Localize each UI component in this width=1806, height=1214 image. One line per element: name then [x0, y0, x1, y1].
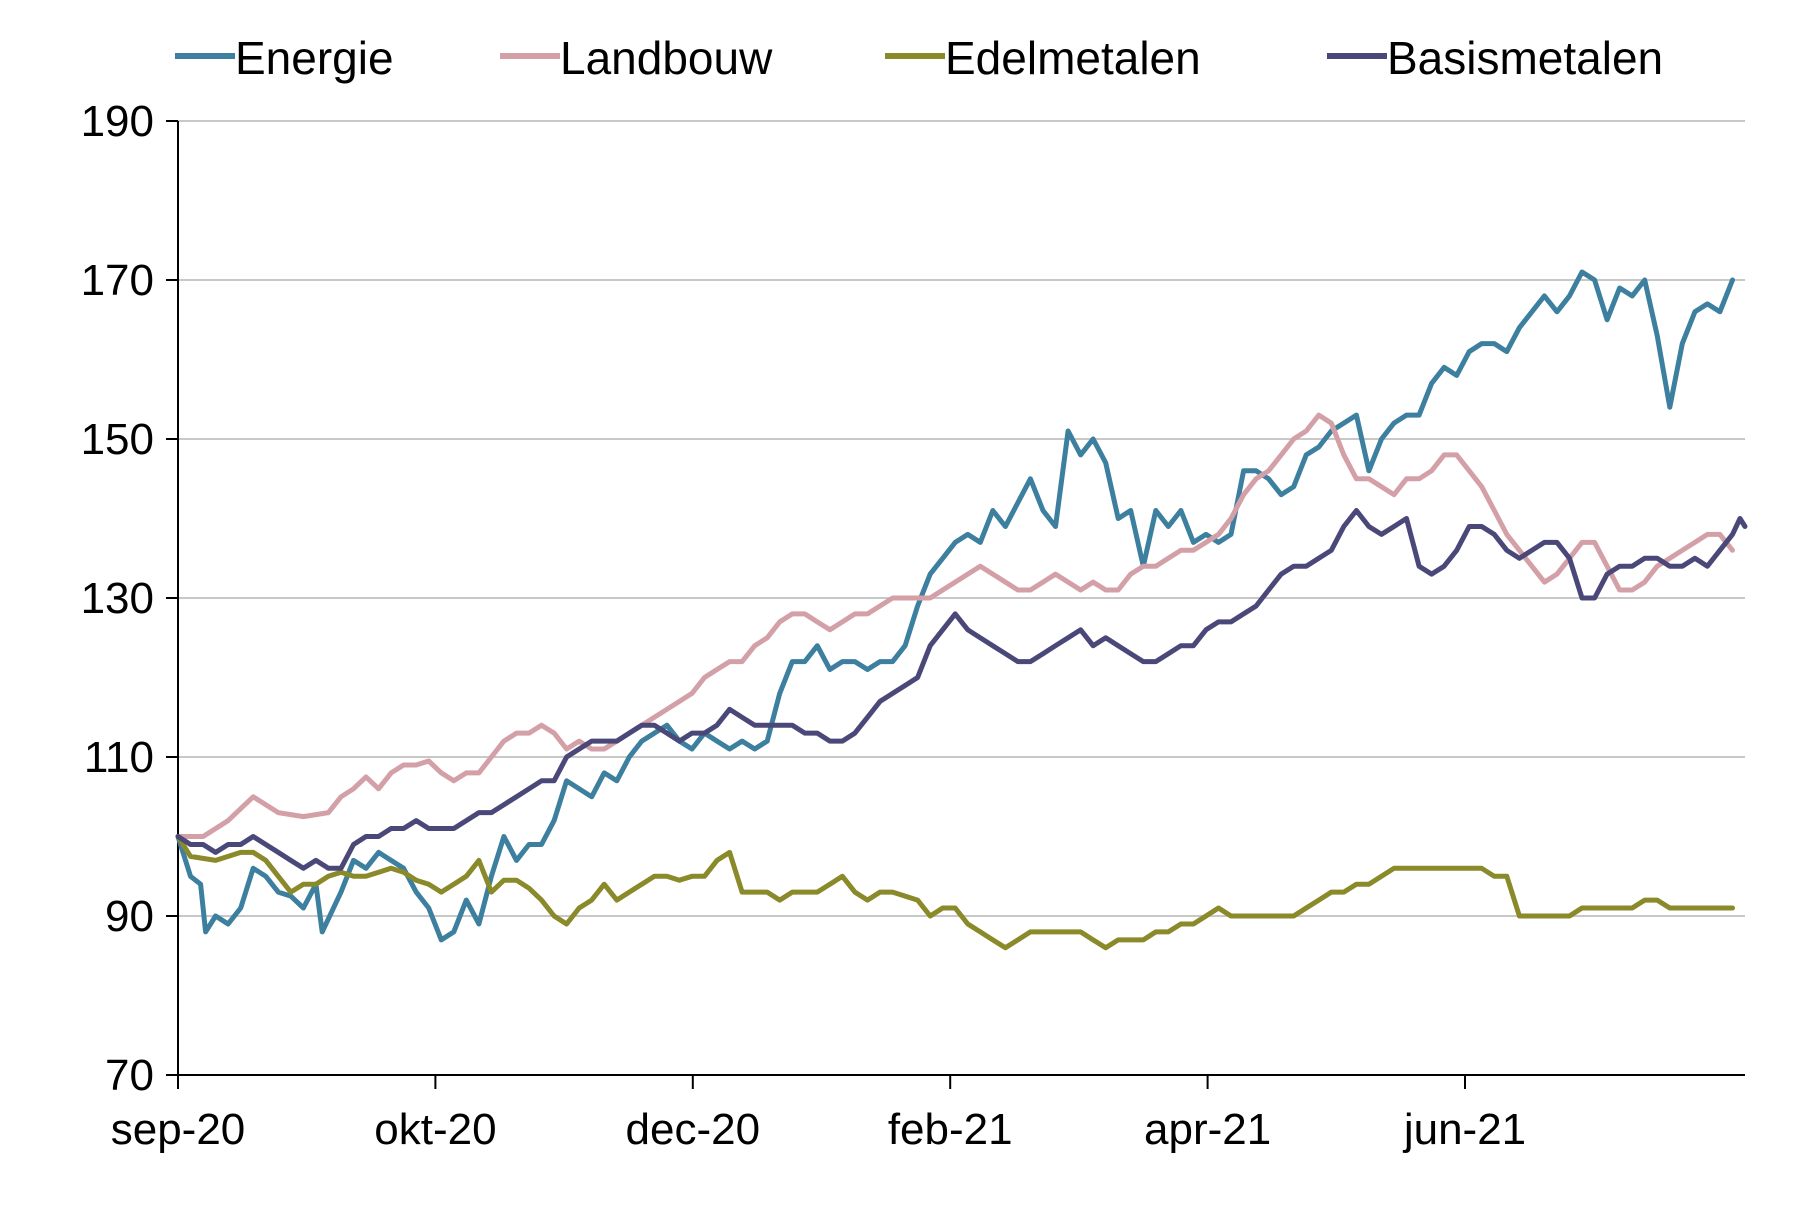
- axes: 70 90 110 130 150 170 190 sep-20 okt-20 dec-20 feb…: [81, 97, 1745, 1154]
- y-tick-label-70: 70: [105, 1051, 154, 1100]
- series-line-landbouw: [175, 412, 1735, 839]
- legend-label-basismetalen: Basismetalen: [1387, 32, 1663, 84]
- x-tick-label-dec-20: dec-20: [626, 1105, 761, 1154]
- legend-label-edelmetalen: Edelmetalen: [945, 32, 1201, 84]
- x-tick-label-jun-21: jun-21: [1402, 1105, 1526, 1154]
- gridlines: [178, 120, 1745, 917]
- series-line-edelmetalen: [175, 834, 1735, 951]
- y-tick-label-190: 190: [81, 97, 154, 146]
- legend-item-energie: Energie: [175, 32, 394, 84]
- legend: Energie Landbouw Edelmetalen Basismetalen: [175, 32, 1663, 84]
- legend-item-edelmetalen: Edelmetalen: [885, 32, 1201, 84]
- series-line-energie: [175, 269, 1735, 943]
- x-tick-label-okt-20: okt-20: [374, 1105, 496, 1154]
- y-tick-label-130: 130: [81, 574, 154, 623]
- legend-label-energie: Energie: [235, 32, 394, 84]
- y-tick-label-170: 170: [81, 256, 154, 305]
- legend-label-landbouw: Landbouw: [560, 32, 773, 84]
- y-tick-label-150: 150: [81, 415, 154, 464]
- x-tick-label-feb-21: feb-21: [888, 1105, 1013, 1154]
- legend-item-basismetalen: Basismetalen: [1327, 32, 1663, 84]
- x-tick-label-sep-20: sep-20: [111, 1105, 246, 1154]
- series-line-basismetalen: [175, 508, 1748, 871]
- y-tick-label-90: 90: [105, 892, 154, 941]
- y-tick-label-110: 110: [84, 733, 154, 782]
- series-lines: [175, 269, 1748, 951]
- x-tick-label-apr-21: apr-21: [1144, 1105, 1271, 1154]
- legend-item-landbouw: Landbouw: [500, 32, 773, 84]
